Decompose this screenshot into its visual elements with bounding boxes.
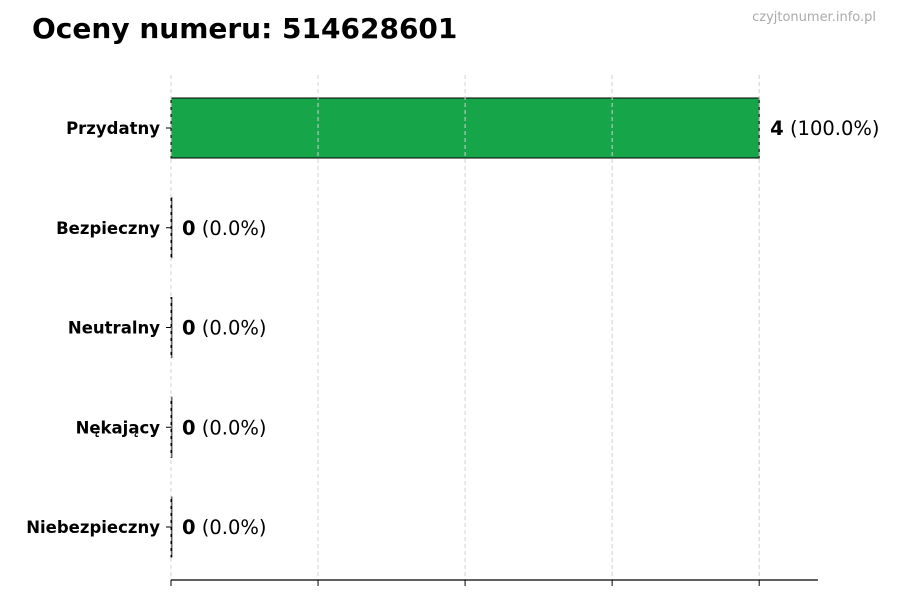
data-label-percent: (0.0%) — [196, 217, 267, 240]
y-tick-label: Bezpieczny — [56, 219, 160, 238]
y-tick-label: Neutralny — [68, 319, 160, 338]
data-label-value: 0 — [182, 416, 196, 439]
bar-2 — [170, 197, 173, 259]
watermark: czyjtonumer.info.pl — [752, 10, 876, 25]
chart-title: Oceny numeru: 514628601 — [32, 12, 458, 45]
data-label-value: 0 — [182, 317, 196, 340]
y-tick-label: Przydatny — [66, 119, 160, 138]
data-label-percent: (100.0%) — [784, 117, 880, 140]
data-label: 0 (0.0%) — [182, 416, 267, 439]
data-label-value: 0 — [182, 516, 196, 539]
data-label-value: 4 — [770, 117, 784, 140]
data-label: 4 (100.0%) — [770, 117, 879, 140]
data-label-percent: (0.0%) — [196, 416, 267, 439]
data-label-percent: (0.0%) — [196, 317, 267, 340]
data-label-percent: (0.0%) — [196, 516, 267, 539]
data-label: 0 (0.0%) — [182, 317, 267, 340]
data-label-value: 0 — [182, 217, 196, 240]
data-label: 0 (0.0%) — [182, 217, 267, 240]
y-tick-label: Niebezpieczny — [26, 518, 160, 537]
y-tick-label: Nękający — [76, 418, 161, 437]
data-label: 0 (0.0%) — [182, 516, 267, 539]
